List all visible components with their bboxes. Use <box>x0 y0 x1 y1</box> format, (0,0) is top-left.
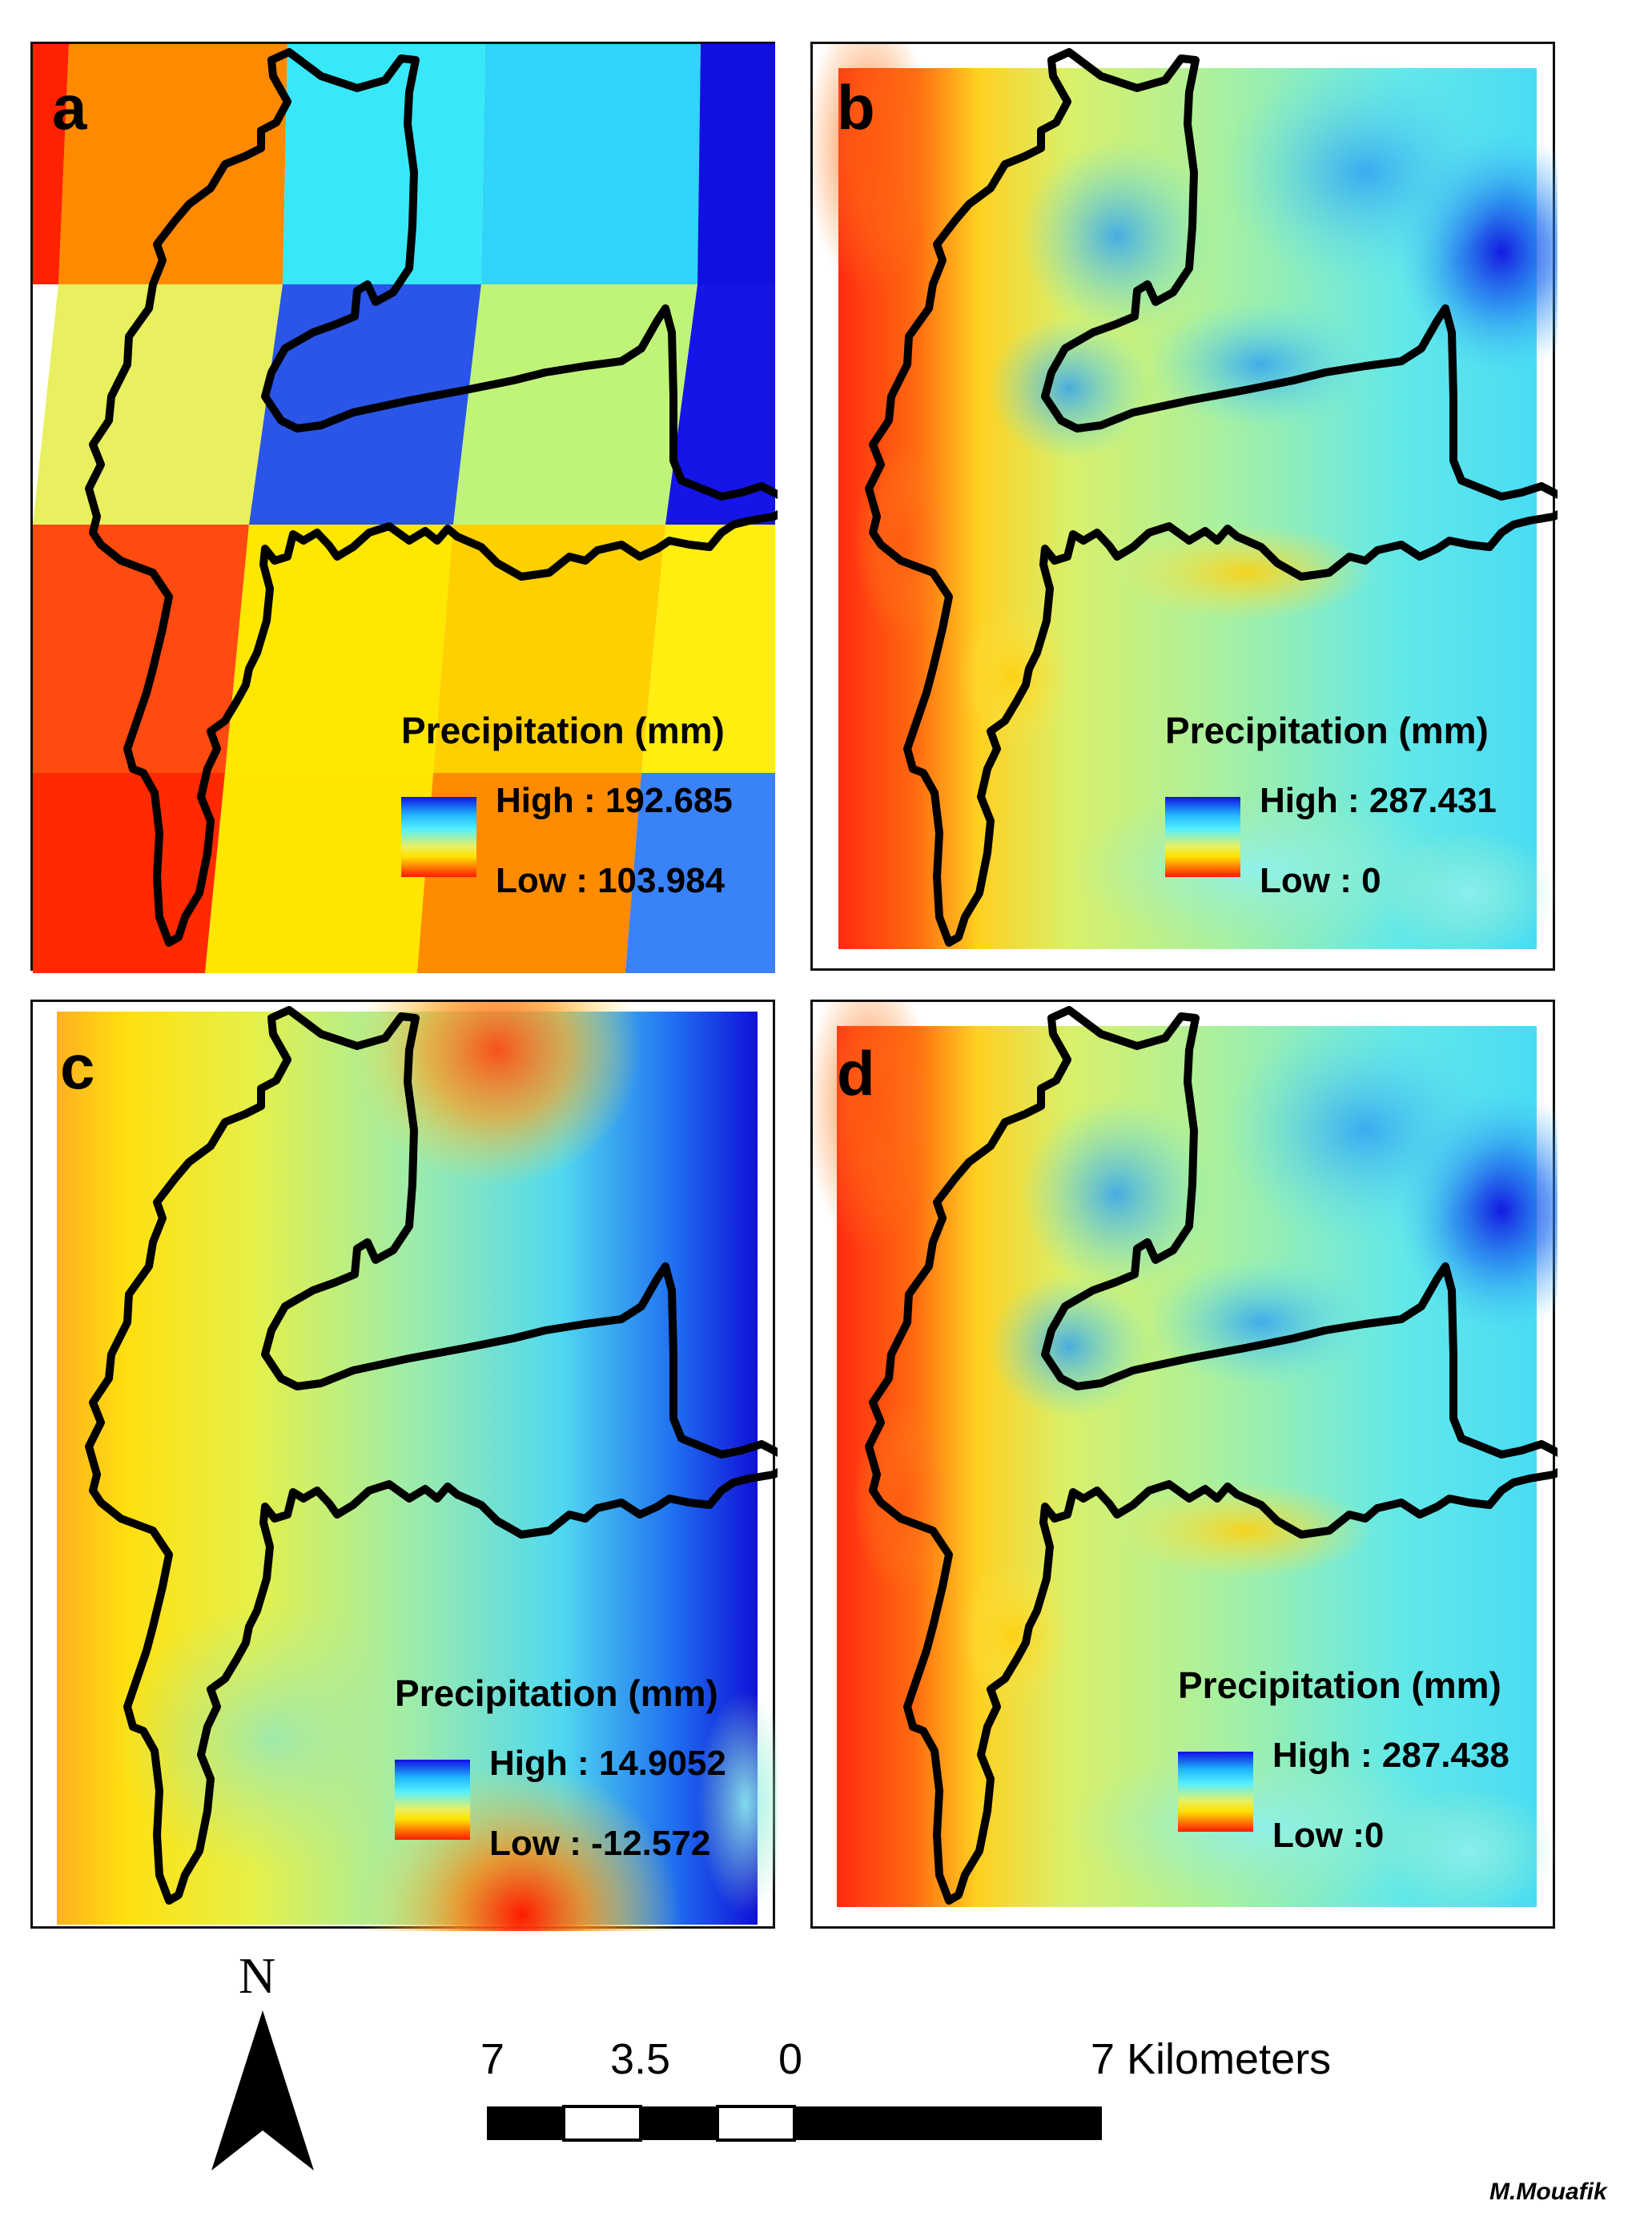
legend-title: Precipitation (mm) <box>1165 710 1489 751</box>
color-ramp <box>395 1760 470 1840</box>
panel-label: c <box>60 1032 95 1102</box>
scale-bar: 7 3.5 0 7 Kilometers <box>480 2034 1361 2147</box>
scale-tick-label: 7 <box>480 2035 505 2083</box>
map-panel-b: b Precipitation (mm) High : 287.431 Low … <box>810 42 1558 971</box>
legend-high-value: High : 287.431 <box>1260 781 1497 820</box>
legend-low-value: Low : 0 <box>1260 861 1381 900</box>
north-arrow-icon <box>211 2010 314 2171</box>
scale-bar-graphic <box>487 2105 1102 2142</box>
map-panel-c: c Precipitation (mm) High : 14.9052 Low … <box>30 1000 778 1931</box>
scale-tick-label: 0 <box>778 2035 803 2083</box>
color-ramp <box>401 797 476 877</box>
legend-high-value: High : 192.685 <box>496 781 733 820</box>
precip-map-d <box>813 1002 1558 1915</box>
legend-high-value: High : 287.438 <box>1272 1736 1509 1775</box>
map-panel-a: a Precipitation (mm) High : 192.685 Low … <box>30 42 778 973</box>
precip-map-b <box>813 44 1558 957</box>
scale-tick-label: 3.5 <box>610 2035 671 2083</box>
legend-low-value: Low : 103.984 <box>496 861 726 900</box>
grid-cells <box>33 44 775 973</box>
panel-label: d <box>837 1038 875 1108</box>
precip-map-a <box>33 44 778 973</box>
legend-title: Precipitation (mm) <box>395 1672 718 1714</box>
north-label: N <box>239 1947 276 2004</box>
legend-low-value: Low : -12.572 <box>489 1824 711 1863</box>
author-credit: M.Mouafik <box>1489 2179 1607 2205</box>
color-ramp <box>1165 797 1240 877</box>
legend-low-value: Low :0 <box>1272 1816 1385 1855</box>
legend-high-value: High : 14.9052 <box>489 1744 726 1783</box>
panel-label: a <box>52 72 87 143</box>
legend-title: Precipitation (mm) <box>401 710 725 751</box>
north-arrow: N <box>207 1946 319 2171</box>
panel-label: b <box>837 72 875 143</box>
scale-tick-label: 7 Kilometers <box>1091 2035 1332 2083</box>
color-ramp <box>1178 1752 1253 1832</box>
legend-title: Precipitation (mm) <box>1178 1664 1501 1706</box>
map-panel-d: d Precipitation (mm) High : 287.438 Low … <box>810 1000 1558 1929</box>
